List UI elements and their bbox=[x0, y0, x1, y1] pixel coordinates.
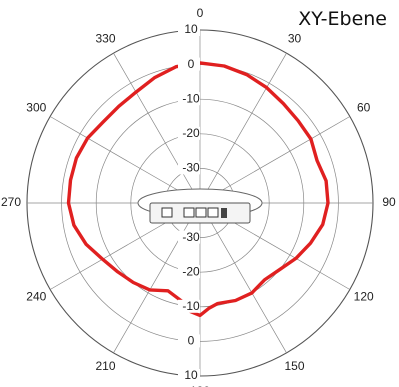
tick-label-bg bbox=[178, 126, 200, 140]
radial-tick-label: -30 bbox=[182, 230, 200, 244]
device-illustration bbox=[137, 188, 263, 224]
angle-label: 330 bbox=[95, 31, 115, 45]
trace-layer bbox=[66, 61, 330, 318]
radiation-pattern-trace bbox=[66, 61, 330, 318]
angle-label: 270 bbox=[1, 195, 21, 209]
angle-label: 300 bbox=[26, 101, 46, 115]
radial-tick-label: 10 bbox=[184, 368, 198, 382]
radial-tick-label: 10 bbox=[184, 22, 198, 36]
radial-tick-label: 0 bbox=[188, 57, 195, 71]
radial-tick-label: -10 bbox=[182, 299, 200, 313]
tick-label-bg bbox=[178, 23, 200, 36]
grid-spoke bbox=[199, 116, 350, 204]
radial-tick-label: 0 bbox=[188, 334, 195, 348]
grid-spoke bbox=[113, 202, 201, 353]
tick-label-bg bbox=[178, 265, 200, 279]
grid-spoke bbox=[50, 116, 201, 204]
angle-label: 90 bbox=[382, 195, 396, 209]
grid-spoke bbox=[199, 202, 287, 353]
tick-label-bg bbox=[178, 334, 200, 348]
tick-label-bg bbox=[178, 57, 200, 71]
angle-label: 150 bbox=[284, 359, 304, 373]
radial-tick-label: -30 bbox=[182, 161, 200, 175]
grid-spoke bbox=[113, 53, 201, 204]
tick-label-bg bbox=[178, 161, 200, 175]
angle-label: 60 bbox=[357, 101, 371, 115]
radial-tick-label: -20 bbox=[182, 126, 200, 140]
tick-label-bg bbox=[178, 299, 200, 313]
label-layer: 0 30 60 90 120 150 180 210 240 270 300 330 10 10 0 0 -10… bbox=[1, 6, 396, 387]
grid-spoke bbox=[199, 53, 287, 204]
tick-label-bg bbox=[178, 369, 200, 382]
radial-tick-label: -20 bbox=[182, 264, 200, 278]
angle-label: 30 bbox=[288, 31, 302, 45]
angle-label: 120 bbox=[354, 290, 374, 304]
radial-tick-label: -10 bbox=[182, 91, 200, 105]
tick-label-bg bbox=[178, 92, 200, 106]
angle-label: 240 bbox=[26, 290, 46, 304]
chart-title: XY-Ebene bbox=[298, 8, 387, 30]
angle-label: 0 bbox=[197, 6, 204, 20]
angle-label: 180 bbox=[190, 384, 210, 387]
tick-label-bg bbox=[178, 230, 200, 244]
angle-label: 210 bbox=[95, 359, 115, 373]
